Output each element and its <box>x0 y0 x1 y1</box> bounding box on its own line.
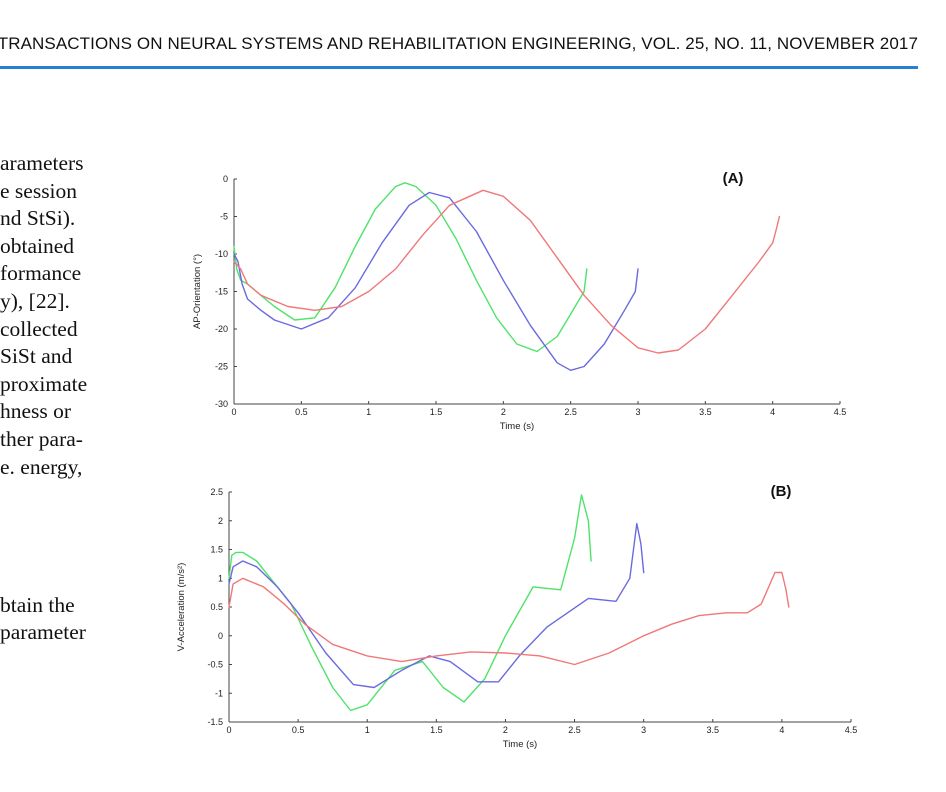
body-line: collected <box>0 316 112 344</box>
x-tick-label: 2 <box>501 407 506 417</box>
body-line-text: hness or <box>0 399 72 424</box>
y-axis-label: V-Acceleration (m/s²) <box>176 563 187 652</box>
body-line-text: obtained <box>0 233 75 258</box>
body-line-text: nd StSi). <box>0 206 76 231</box>
body-line-text: btain the <box>0 592 75 617</box>
body-line: SiSt and <box>0 343 112 371</box>
series-line-red <box>233 189 781 354</box>
x-tick-label: 0.5 <box>292 725 305 735</box>
x-tick-label: 1.5 <box>430 407 443 417</box>
x-tick-label: 2 <box>503 725 508 735</box>
body-line-text: proximate <box>0 371 88 396</box>
series-line-blue <box>228 522 645 689</box>
body-line-text: arameters <box>0 151 84 175</box>
body-line: proximate <box>0 371 112 399</box>
x-tick-label: 4.5 <box>834 407 847 417</box>
y-tick-label: -1 <box>215 688 223 698</box>
x-tick-label: 4.5 <box>845 725 858 735</box>
panel-label: (A) <box>723 170 744 187</box>
body-line: parameter <box>0 619 112 647</box>
x-axis-label: Time (s) <box>503 739 537 750</box>
body-line: formance <box>0 260 112 288</box>
y-tick-label: 1 <box>218 573 223 583</box>
x-tick-label: 0.5 <box>295 407 308 417</box>
body-text-column: arameters e session nd StSi). obtained f… <box>0 150 112 647</box>
body-line-text: formance <box>0 261 82 286</box>
y-tick-label: -20 <box>215 324 228 334</box>
body-line-text: parameter <box>0 620 86 645</box>
y-tick-label: -0.5 <box>207 660 223 670</box>
x-tick-label: 3 <box>641 725 646 735</box>
x-tick-label: 3.5 <box>707 725 720 735</box>
series-line-blue <box>233 191 639 371</box>
running-head: IEEE TRANSACTIONS ON NEURAL SYSTEMS AND … <box>0 34 918 54</box>
y-tick-label: -10 <box>215 249 228 259</box>
panel-label: (B) <box>771 483 792 500</box>
y-tick-label: -1.5 <box>207 717 223 727</box>
x-tick-label: 3.5 <box>699 407 712 417</box>
x-tick-label: 3 <box>635 407 640 417</box>
y-tick-label: -30 <box>215 399 228 409</box>
x-tick-label: 2.5 <box>564 407 577 417</box>
x-tick-label: 0 <box>226 725 231 735</box>
body-line-text: SiSt and <box>0 344 73 369</box>
y-tick-label: 0 <box>223 174 228 184</box>
body-line-text: e. energy, <box>0 454 83 479</box>
body-line: ther para- <box>0 426 112 454</box>
body-line: arameters <box>0 150 112 178</box>
x-axis-label: Time (s) <box>500 421 534 432</box>
x-tick-label: 4 <box>779 725 784 735</box>
y-tick-label: 0.5 <box>210 602 223 612</box>
body-line: nd StSi). <box>0 205 112 233</box>
series-line-red <box>228 571 790 666</box>
y-tick-label: -5 <box>220 212 228 222</box>
body-line-text: y), [22]. <box>0 288 70 313</box>
header-rule <box>0 66 918 69</box>
series-line-green <box>233 182 588 353</box>
x-tick-label: 1 <box>365 725 370 735</box>
body-line: obtained <box>0 233 112 261</box>
body-line: e session <box>0 178 112 206</box>
body-line: btain the <box>0 592 112 620</box>
body-line-text: ther para- <box>0 426 83 451</box>
running-head-text: IEEE TRANSACTIONS ON NEURAL SYSTEMS AND … <box>0 34 918 53</box>
body-line: e. energy, <box>0 454 112 482</box>
y-tick-label: 1.5 <box>210 545 223 555</box>
x-tick-label: 4 <box>770 407 775 417</box>
x-tick-label: 1.5 <box>430 725 443 735</box>
x-tick-label: 1 <box>366 407 371 417</box>
body-line-text: e session <box>0 178 78 203</box>
x-tick-label: 2.5 <box>568 725 581 735</box>
y-tick-label: 2.5 <box>210 487 223 497</box>
y-axis-label: AP-Orientation (°) <box>192 254 203 329</box>
series-line-green <box>228 494 592 712</box>
body-line-text: collected <box>0 316 78 341</box>
y-tick-label: -25 <box>215 362 228 372</box>
y-tick-label: -15 <box>215 287 228 297</box>
body-line: y), [22]. <box>0 288 112 316</box>
body-line: hness or <box>0 398 112 426</box>
y-tick-label: 2 <box>218 516 223 526</box>
y-tick-label: 0 <box>218 631 223 641</box>
x-tick-label: 0 <box>231 407 236 417</box>
